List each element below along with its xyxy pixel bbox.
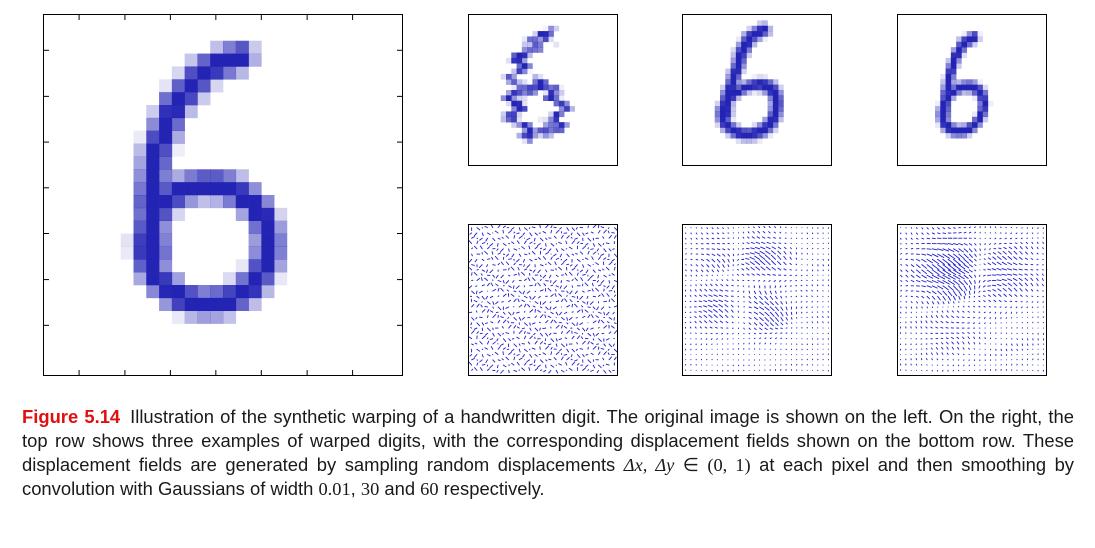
digit-six-glyph — [120, 40, 288, 324]
displacement-field-3 — [897, 224, 1047, 376]
displacement-field-3-plot — [900, 226, 1044, 372]
caption-width-2: 30 — [360, 479, 380, 499]
caption-text-6: respectively. — [438, 478, 545, 499]
figure-caption: Figure 5.14 Illustration of the synthetic… — [22, 405, 1074, 501]
caption-math-interval: (0, 1) — [707, 455, 751, 475]
caption-text-2: ∈ — [674, 454, 708, 475]
caption-math-displacement: Δx, Δy — [623, 455, 675, 475]
warped-digit-1-plot — [500, 25, 576, 144]
warped-digit-2-plot — [714, 20, 784, 144]
original-digit-plot — [44, 15, 402, 375]
caption-text-1: Illustration of the synthetic warping of… — [22, 406, 1074, 475]
displacement-field-2-plot — [684, 225, 830, 372]
original-digit-image — [43, 14, 403, 376]
warped-digit-2 — [682, 14, 832, 166]
displacement-field-1-plot — [469, 225, 617, 374]
caption-text-5: and — [379, 478, 421, 499]
displacement-field-2 — [682, 224, 832, 376]
caption-text-3: at each pixel and then smoothing by conv… — [22, 454, 1074, 499]
figure-label: Figure 5.14 — [22, 406, 121, 427]
warped-digit-3 — [897, 14, 1047, 166]
warped-digit-1 — [468, 14, 618, 166]
caption-text-4: , — [350, 478, 361, 499]
displacement-field-1 — [468, 224, 618, 376]
caption-width-1: 0.01 — [318, 479, 351, 499]
warped-digit-3-plot — [935, 31, 994, 139]
caption-width-3: 60 — [420, 479, 439, 499]
